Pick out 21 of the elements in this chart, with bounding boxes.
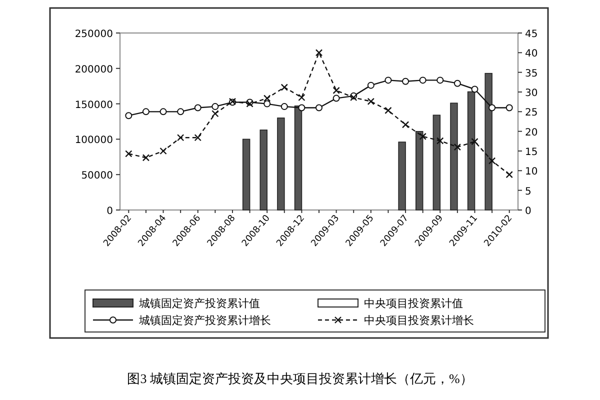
y-tick-label: 150000 bbox=[74, 100, 113, 111]
legend-label: 中央项目投资累计增长 bbox=[364, 314, 474, 327]
y-tick-label: 200000 bbox=[74, 64, 113, 76]
y2-tick-label: 40 bbox=[525, 48, 538, 60]
y2-tick-label: 45 bbox=[525, 29, 538, 40]
legend-label: 城镇固定资产投资累计值 bbox=[138, 297, 260, 310]
y2-tick-label: 0 bbox=[525, 206, 532, 217]
y2-tick-label: 35 bbox=[525, 68, 538, 80]
y-tick-label: 50000 bbox=[81, 170, 113, 182]
y2-tick-label: 15 bbox=[525, 147, 538, 158]
y-tick-label: 0 bbox=[106, 206, 113, 217]
y2-tick-label: 5 bbox=[525, 186, 532, 198]
y2-tick-label: 20 bbox=[525, 127, 538, 138]
y2-tick-label: 10 bbox=[525, 166, 538, 178]
y2-tick-label: 25 bbox=[525, 108, 538, 119]
y-tick-label: 250000 bbox=[74, 29, 113, 40]
y2-tick-label: 30 bbox=[525, 88, 538, 99]
legend-label: 城镇固定资产投资累计增长 bbox=[138, 314, 271, 327]
caption: 图3 城镇固定资产投资及中央项目投资累计增长（亿元，%） bbox=[127, 371, 473, 386]
legend-label: 中央项目投资累计值 bbox=[364, 297, 463, 310]
y-tick-label: 100000 bbox=[74, 135, 113, 146]
